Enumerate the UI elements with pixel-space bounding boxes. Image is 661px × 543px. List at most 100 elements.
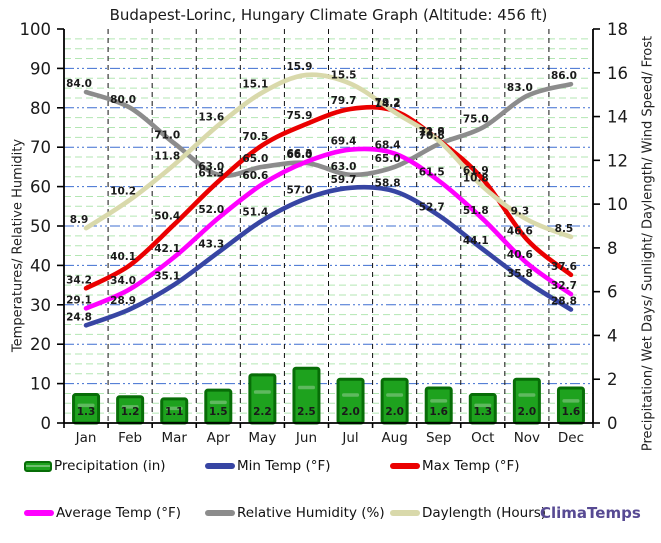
month-label: Aug — [381, 430, 407, 446]
month-label: Apr — [207, 430, 231, 446]
left-tick-label: 50 — [30, 217, 51, 236]
right-tick-label: 6 — [607, 283, 618, 302]
point-label: 63.0 — [331, 161, 357, 173]
point-label: 40.6 — [507, 249, 533, 261]
month-label: Jan — [75, 430, 97, 446]
point-label: 71.0 — [154, 129, 180, 141]
bar-label: 1.1 — [165, 406, 184, 418]
point-label: 61.9 — [463, 165, 489, 177]
left-tick-label: 10 — [30, 375, 51, 394]
line-swatch — [205, 510, 235, 516]
point-label: 46.6 — [507, 225, 533, 237]
bar-label: 2.0 — [518, 406, 537, 418]
point-label: 14.2 — [375, 98, 401, 110]
right-tick-label: 4 — [607, 326, 618, 345]
legend-item-min-temp-f: Min Temp (°F) — [205, 457, 331, 475]
legend-item-relative-humidity: Relative Humidity (%) — [205, 504, 385, 522]
month-label: Feb — [118, 430, 142, 446]
point-label: 10.2 — [110, 186, 136, 198]
climate-chart-plot: 0 10 20 30 40 50 60 70 80 90 100 0 2 4 6 8 10 12 14 16 18 Jan… — [20, 20, 629, 446]
bar-label: 1.2 — [121, 406, 140, 418]
point-label: 65.0 — [242, 153, 268, 165]
line-swatch — [24, 510, 54, 516]
bar-highlight — [77, 403, 95, 408]
point-label: 13.6 — [198, 111, 224, 123]
legend-row-1: Precipitation (in) Min Temp (°F) Max Temp … — [0, 457, 661, 479]
point-label: 61.5 — [419, 167, 445, 179]
point-label: 66.0 — [286, 149, 312, 161]
legend-item-average-temp-f: Average Temp (°F) — [24, 504, 181, 522]
line-swatch — [390, 463, 420, 469]
right-tick-label: 14 — [607, 108, 628, 127]
chart-title: Budapest-Lorinc, Hungary Climate Graph (… — [109, 6, 548, 24]
point-label: 61.3 — [198, 167, 224, 179]
point-label: 51.8 — [463, 205, 489, 217]
point-label: 50.4 — [154, 210, 180, 222]
point-label: 80.0 — [110, 94, 136, 106]
point-label: 65.0 — [375, 153, 401, 165]
point-label: 63.0 — [198, 161, 224, 173]
legend-label: Precipitation (in) — [54, 458, 166, 474]
point-label: 42.1 — [154, 243, 180, 255]
bar-label: 2.2 — [253, 406, 272, 418]
legend-item-precipitation-in: Precipitation (in) — [24, 457, 166, 475]
point-label: 12.9 — [419, 127, 445, 139]
legend-label: Average Temp (°F) — [56, 505, 182, 521]
bar-highlight — [297, 385, 315, 390]
right-tick-label: 18 — [607, 20, 628, 39]
right-tick-label: 16 — [607, 64, 628, 83]
month-label: Jul — [341, 430, 358, 446]
point-label: 71.8 — [419, 126, 445, 138]
left-tick-label: 30 — [30, 296, 51, 315]
right-tick-label: 8 — [607, 239, 618, 258]
point-label: 28.8 — [551, 296, 577, 308]
left-tick-label: 20 — [30, 335, 51, 354]
line-swatch — [390, 510, 420, 516]
legend-row-2: Average Temp (°F) Relative Humidity (%) Da… — [0, 504, 661, 526]
point-label: 37.6 — [551, 261, 577, 273]
point-label: 24.8 — [66, 311, 92, 323]
left-tick-label: 100 — [20, 20, 52, 39]
bar-label: 2.5 — [297, 406, 316, 418]
left-tick-label: 80 — [30, 99, 51, 118]
right-tick-label: 10 — [607, 195, 628, 214]
point-label: 15.5 — [331, 70, 357, 82]
right-tick-label: 12 — [607, 151, 628, 170]
bar-highlight — [342, 393, 360, 397]
point-label: 58.8 — [375, 177, 401, 189]
bar-label: 1.6 — [429, 406, 448, 418]
point-label: 69.4 — [331, 136, 357, 148]
month-label: May — [248, 430, 276, 446]
line-swatch — [205, 463, 235, 469]
left-tick-label: 90 — [30, 59, 51, 78]
point-label: 70.5 — [242, 131, 268, 143]
bar-highlight — [474, 403, 492, 408]
bar-highlight — [562, 399, 580, 403]
point-label: 43.3 — [198, 238, 224, 250]
legend-item-max-temp-f: Max Temp (°F) — [390, 457, 520, 475]
bar-label: 1.5 — [209, 406, 228, 418]
left-tick-label: 70 — [30, 138, 51, 157]
point-label: 51.4 — [242, 206, 268, 218]
month-label: Dec — [558, 430, 584, 446]
point-label: 28.9 — [110, 295, 136, 307]
point-label: 10.8 — [463, 173, 489, 185]
point-label: 52.7 — [419, 201, 445, 213]
point-label: 35.1 — [154, 271, 180, 283]
left-tick-label: 60 — [30, 178, 51, 197]
point-label: 75.9 — [286, 110, 312, 122]
point-label: 29.1 — [66, 294, 92, 306]
climatemps-logo: ClimaTemps — [540, 504, 641, 522]
bar-highlight — [121, 405, 139, 409]
point-label: 35.8 — [507, 268, 533, 280]
legend-label: Max Temp (°F) — [422, 458, 520, 474]
point-label: 40.1 — [110, 251, 136, 263]
right-axis-title: Precipitation/ Wet Days/ Sunlight/ Dayle… — [640, 35, 656, 452]
left-tick-label: 0 — [41, 414, 52, 433]
bar-highlight — [253, 390, 271, 394]
line-relative-humidity — [83, 81, 574, 178]
point-label: 34.0 — [110, 275, 136, 287]
point-label: 57.0 — [286, 184, 312, 196]
legend-label: Relative Humidity (%) — [237, 505, 385, 521]
